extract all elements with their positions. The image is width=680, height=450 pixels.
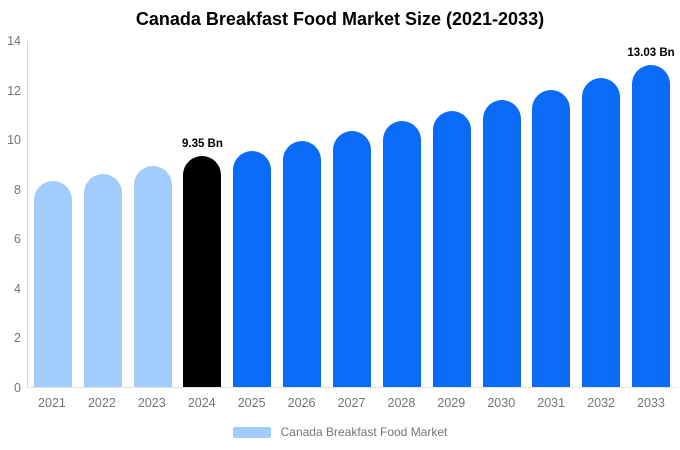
y-axis-label-10: 10 bbox=[7, 133, 21, 148]
bar-value-label-2024: 9.35 Bn bbox=[181, 137, 223, 150]
x-axis-label-2027: 2027 bbox=[337, 396, 366, 410]
bar-slot-2028 bbox=[377, 41, 427, 387]
x-axis-label-2021: 2021 bbox=[38, 396, 66, 410]
y-axis-label-0: 0 bbox=[14, 381, 21, 395]
bar-2025[interactable] bbox=[233, 151, 272, 387]
x-axis: 2021 2022 2023 2024 2025 2026 2027 2028 2029 2030… bbox=[27, 396, 676, 410]
x-axis-label-2023: 2023 bbox=[137, 396, 166, 410]
legend-swatch-icon bbox=[232, 426, 271, 438]
y-axis-label-4: 4 bbox=[14, 281, 21, 296]
bar-slot-2033: 13.03 Bn bbox=[626, 41, 676, 387]
bar-2026[interactable] bbox=[283, 141, 322, 387]
bar-slot-2030 bbox=[477, 41, 527, 387]
bar-2030[interactable] bbox=[482, 100, 521, 387]
y-axis-label-14: 14 bbox=[7, 34, 21, 48]
bar-slot-2025 bbox=[227, 41, 277, 387]
plot-area: 9.35 Bn 13.03 Bn bbox=[27, 41, 676, 388]
bar-2022[interactable] bbox=[83, 174, 122, 387]
bar-value-label-2033: 13.03 Bn bbox=[627, 46, 675, 59]
bar-slot-2021 bbox=[28, 41, 78, 387]
x-axis-label-2028: 2028 bbox=[387, 396, 416, 410]
x-axis-label-2026: 2026 bbox=[287, 396, 316, 410]
x-axis-label-2024: 2024 bbox=[187, 396, 216, 410]
page-title: Canada Breakfast Food Market Size (2021-… bbox=[135, 9, 545, 29]
bar-2031[interactable] bbox=[532, 90, 571, 387]
x-axis-label-2029: 2029 bbox=[437, 396, 466, 410]
bar-2024[interactable] bbox=[183, 155, 222, 387]
bar-2032[interactable] bbox=[582, 78, 621, 387]
x-axis-label-2033: 2033 bbox=[637, 396, 665, 410]
legend: Canada Breakfast Food Market bbox=[0, 425, 680, 439]
bar-slot-2027 bbox=[327, 41, 377, 387]
y-axis-label-8: 8 bbox=[14, 182, 21, 197]
bar-slot-2032 bbox=[576, 41, 626, 387]
bar-2021[interactable] bbox=[33, 180, 72, 387]
bar-2028[interactable] bbox=[382, 121, 421, 387]
bar-slot-2022 bbox=[78, 41, 128, 387]
bar-2029[interactable] bbox=[432, 111, 471, 387]
y-axis-label-12: 12 bbox=[7, 83, 21, 98]
bar-slot-2024: 9.35 Bn bbox=[178, 41, 228, 387]
legend-label: Canada Breakfast Food Market bbox=[280, 425, 448, 439]
x-axis-label-2022: 2022 bbox=[87, 396, 116, 410]
y-axis-label-2: 2 bbox=[14, 331, 21, 346]
x-axis-label-2031: 2031 bbox=[537, 396, 566, 410]
bar-2033[interactable] bbox=[632, 64, 671, 387]
bar-slot-2023 bbox=[128, 41, 178, 387]
x-axis-label-2030: 2030 bbox=[487, 396, 516, 410]
bar-slot-2029 bbox=[427, 41, 477, 387]
bar-2023[interactable] bbox=[133, 165, 172, 387]
y-axis-label-6: 6 bbox=[14, 232, 21, 247]
bar-slot-2031 bbox=[526, 41, 576, 387]
x-axis-label-2032: 2032 bbox=[587, 396, 615, 410]
x-axis-label-2025: 2025 bbox=[237, 396, 266, 410]
bar-2027[interactable] bbox=[332, 131, 371, 387]
bar-slot-2026 bbox=[277, 41, 327, 387]
